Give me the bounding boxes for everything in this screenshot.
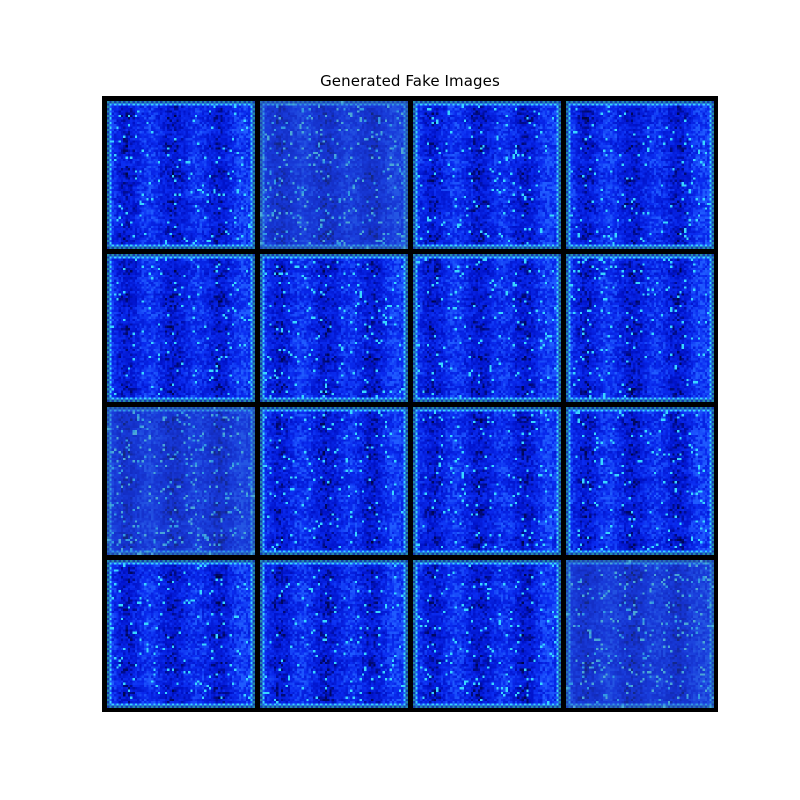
generated-image — [566, 407, 714, 555]
generated-image-tile — [107, 101, 255, 249]
generated-image-tile — [413, 560, 561, 708]
image-grid — [102, 96, 718, 712]
generated-image — [566, 101, 714, 249]
generated-image-tile — [107, 407, 255, 555]
generated-image — [566, 560, 714, 708]
figure-title: Generated Fake Images — [320, 72, 500, 90]
generated-image — [260, 560, 408, 708]
generated-image-tile — [260, 254, 408, 402]
generated-image — [413, 407, 561, 555]
generated-image-tile — [413, 407, 561, 555]
generated-image — [413, 101, 561, 249]
generated-image — [260, 254, 408, 402]
generated-image — [107, 101, 255, 249]
generated-image — [107, 560, 255, 708]
generated-image — [107, 407, 255, 555]
generated-image-tile — [413, 254, 561, 402]
generated-image — [107, 254, 255, 402]
generated-image — [566, 254, 714, 402]
generated-image-tile — [260, 560, 408, 708]
generated-image-tile — [260, 407, 408, 555]
generated-image — [413, 254, 561, 402]
generated-image — [413, 560, 561, 708]
generated-image-tile — [566, 560, 714, 708]
generated-image — [260, 101, 408, 249]
generated-image-tile — [566, 407, 714, 555]
generated-image-tile — [107, 254, 255, 402]
generated-image-tile — [260, 101, 408, 249]
generated-image-tile — [566, 254, 714, 402]
generated-image — [260, 407, 408, 555]
generated-image-tile — [107, 560, 255, 708]
generated-image-tile — [566, 101, 714, 249]
generated-image-tile — [413, 101, 561, 249]
